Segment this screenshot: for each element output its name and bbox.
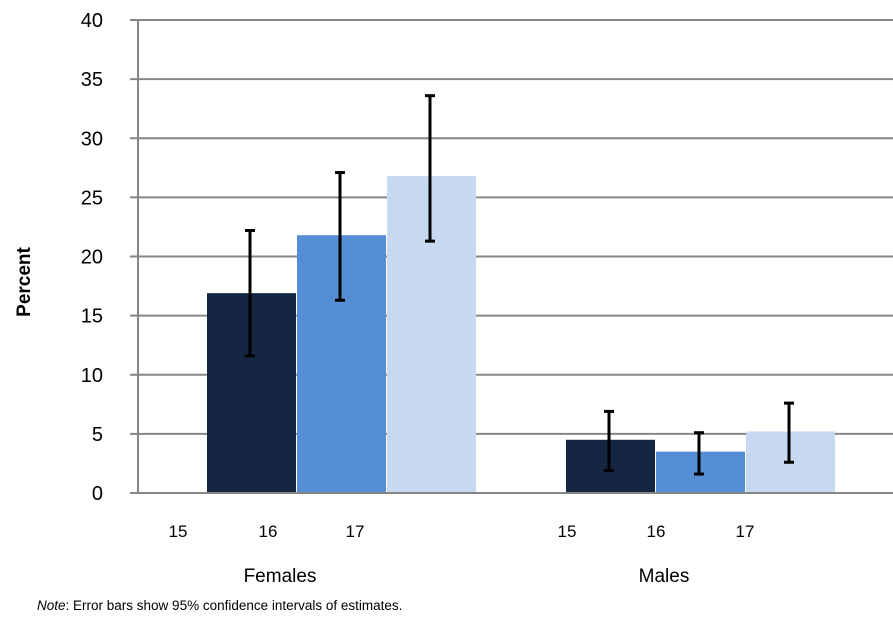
x-category-label: 15 — [558, 522, 577, 541]
note-prefix: Note — [37, 598, 66, 613]
y-tick-label: 40 — [81, 10, 103, 32]
x-category-label: 17 — [736, 522, 755, 541]
x-group-label: Males — [639, 566, 690, 587]
y-tick-label: 15 — [81, 306, 103, 328]
y-tick-label: 5 — [92, 424, 103, 446]
note-text: : Error bars show 95% confidence interva… — [65, 598, 403, 613]
x-category-label: 16 — [647, 522, 666, 541]
bars — [207, 176, 835, 493]
y-tick-label: 10 — [81, 365, 103, 387]
labels: 0 5 10 15 20 25 30 35 40 15 16 17 Females 15 16 17 Males — [81, 10, 755, 587]
error-bars — [245, 94, 794, 476]
y-tick-label: 20 — [81, 247, 103, 269]
y-tick-label: 35 — [81, 69, 103, 91]
y-tick-label: 30 — [81, 128, 103, 150]
axes — [130, 19, 893, 494]
y-tick-label: 25 — [81, 187, 103, 209]
chart-note: Note: Error bars show 95% confidence int… — [37, 598, 402, 613]
y-axis-label: Percent — [14, 246, 35, 316]
x-group-label: Females — [244, 566, 317, 587]
x-category-label: 17 — [346, 522, 365, 541]
x-category-label: 16 — [259, 522, 278, 541]
x-category-label: 15 — [169, 522, 188, 541]
y-tick-label: 0 — [92, 483, 103, 505]
